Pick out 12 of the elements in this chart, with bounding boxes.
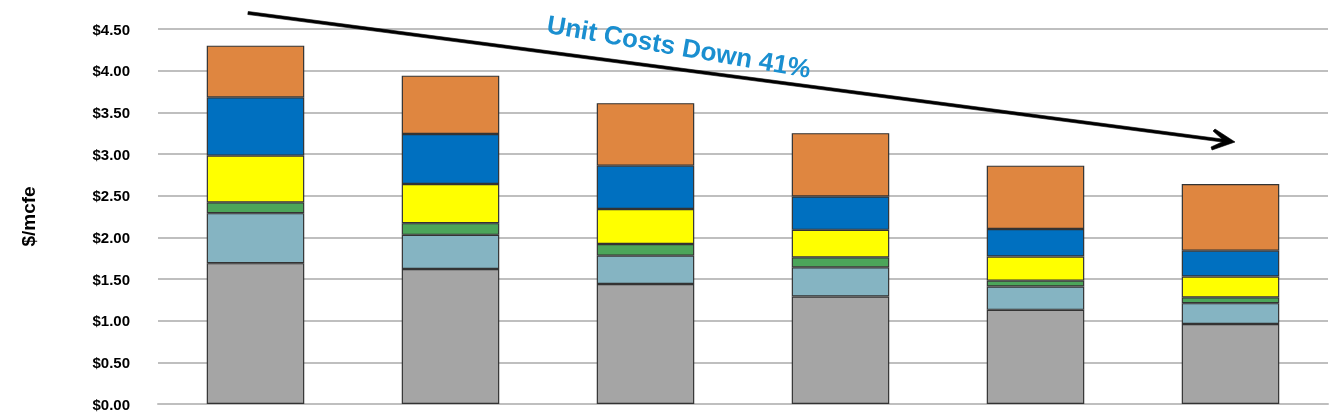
y-tick-label: $1.00 [92, 312, 130, 330]
y-tick-label: $3.50 [92, 103, 130, 121]
annotation: Unit Costs Down 41% [544, 9, 814, 84]
y-tick-label: $2.50 [92, 187, 130, 205]
y-axis-title: $/mcfe [18, 186, 39, 247]
y-tick-label: $1.50 [92, 270, 130, 288]
y-tick-label: $0.50 [92, 353, 130, 371]
y-tick-label: $0.00 [92, 395, 130, 412]
y-tick-label: $2.00 [92, 228, 130, 246]
y-tick-label: $4.50 [92, 20, 130, 38]
y-tick-label: $3.00 [92, 145, 130, 163]
y-tick-label: $4.00 [92, 62, 130, 80]
